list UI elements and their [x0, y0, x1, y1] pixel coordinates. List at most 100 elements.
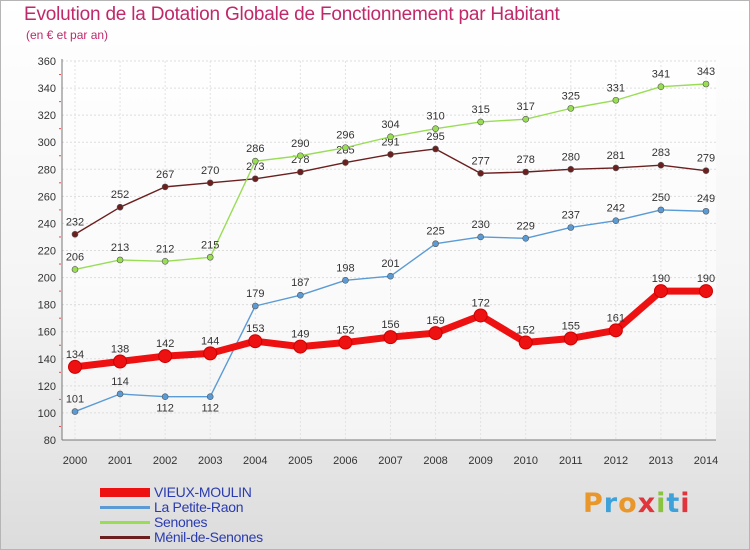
data-point	[297, 291, 304, 299]
data-point	[477, 170, 484, 177]
data-label: 229	[517, 220, 535, 232]
data-point	[387, 133, 394, 141]
data-label: 101	[66, 394, 84, 406]
data-label: 341	[652, 69, 670, 81]
legend-item: Senones	[100, 515, 360, 530]
x-tick-label: 2011	[559, 455, 583, 467]
legend-label: La Petite-Raon	[154, 499, 244, 515]
data-label: 134	[66, 349, 84, 361]
data-label: 206	[66, 251, 84, 263]
proxiti-logo: Proxiti	[583, 488, 691, 519]
legend-label: Ménil-de-Senones	[154, 529, 263, 545]
data-point	[71, 266, 79, 273]
data-point	[522, 115, 530, 123]
data-label: 144	[201, 335, 219, 347]
data-label: 142	[156, 338, 174, 350]
data-label: 152	[336, 325, 354, 337]
data-point	[251, 302, 259, 310]
data-point	[71, 408, 79, 415]
data-label: 317	[517, 101, 535, 113]
data-label: 138	[111, 343, 129, 355]
data-point	[428, 326, 443, 341]
data-point	[338, 335, 353, 350]
legend-swatch	[100, 521, 150, 524]
data-point	[702, 167, 710, 174]
data-point	[387, 151, 394, 158]
legend-label: VIEUX-MOULIN	[154, 484, 252, 500]
x-tick-label: 2001	[108, 455, 132, 467]
data-point	[203, 346, 218, 361]
data-label: 343	[697, 66, 715, 78]
legend-item: VIEUX-MOULIN	[100, 485, 360, 500]
data-label: 161	[607, 312, 625, 324]
data-label: 296	[336, 130, 354, 142]
y-tick-label: 340	[38, 83, 56, 95]
data-label: 213	[111, 242, 129, 254]
data-label: 291	[381, 136, 399, 148]
data-point	[612, 164, 620, 172]
data-point	[608, 323, 623, 338]
data-label: 315	[471, 104, 489, 116]
data-point	[518, 335, 533, 350]
chart-subtitle: (en € et par an)	[26, 28, 109, 42]
data-label: 283	[652, 147, 670, 159]
data-point	[342, 159, 349, 166]
y-tick-label: 280	[38, 164, 56, 176]
data-label: 281	[607, 150, 625, 162]
data-label: 232	[66, 216, 84, 228]
data-point	[251, 157, 259, 165]
data-point	[657, 161, 665, 169]
data-label: 156	[381, 319, 399, 331]
x-tick-label: 2000	[63, 455, 87, 467]
data-label: 331	[607, 82, 625, 94]
y-tick-label: 320	[38, 110, 56, 122]
data-point	[116, 390, 124, 398]
data-point	[297, 152, 304, 160]
data-label: 172	[471, 297, 489, 309]
x-tick-label: 2014	[694, 455, 718, 467]
data-point	[567, 105, 575, 112]
data-label: 279	[697, 153, 715, 165]
data-label: 112	[156, 403, 174, 415]
legend-swatch	[100, 488, 150, 497]
data-label: 280	[562, 151, 580, 163]
y-tick-label: 360	[38, 56, 56, 68]
data-point	[206, 393, 214, 400]
chart-title: Evolution de la Dotation Globale de Fonc…	[24, 4, 560, 25]
legend-swatch	[100, 506, 150, 509]
data-label: 155	[562, 320, 580, 332]
data-point	[342, 276, 349, 284]
data-point	[702, 80, 710, 88]
data-label: 286	[246, 143, 264, 155]
data-label: 153	[246, 323, 264, 335]
data-point	[387, 272, 394, 280]
data-point	[116, 256, 124, 264]
data-label: 242	[607, 203, 625, 215]
y-tick-label: 100	[38, 408, 56, 420]
x-tick-label: 2013	[649, 455, 673, 467]
x-tick-label: 2012	[604, 455, 628, 467]
x-tick-label: 2004	[243, 455, 267, 467]
data-point	[657, 83, 665, 91]
data-point	[158, 349, 173, 364]
data-point	[71, 230, 79, 238]
data-point	[161, 183, 169, 191]
data-point	[522, 168, 530, 176]
data-label: 304	[381, 119, 399, 131]
data-point	[477, 118, 484, 126]
data-point	[161, 258, 169, 265]
data-label: 149	[291, 329, 309, 341]
data-label: 278	[517, 154, 535, 166]
x-tick-label: 2006	[333, 455, 357, 467]
data-label: 277	[471, 155, 489, 167]
data-label: 295	[426, 131, 444, 143]
data-point	[68, 359, 82, 374]
data-label: 152	[517, 325, 535, 337]
data-point	[297, 168, 304, 176]
data-point	[612, 96, 620, 104]
data-point	[432, 125, 439, 132]
data-label: 267	[156, 169, 174, 181]
data-point	[113, 354, 128, 369]
x-tick-label: 2002	[153, 455, 177, 467]
x-tick-label: 2009	[468, 455, 492, 467]
